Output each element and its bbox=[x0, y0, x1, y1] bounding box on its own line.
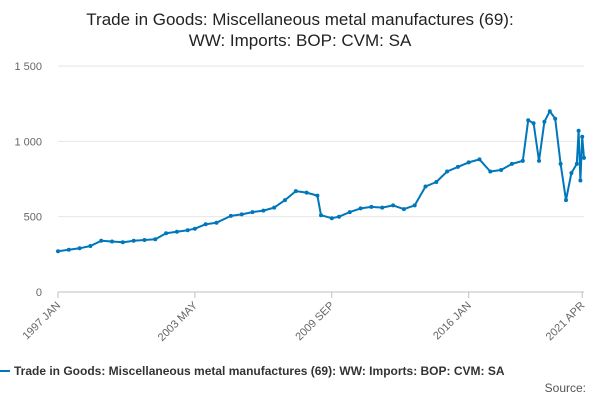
x-tick-label: 2009 SEP bbox=[293, 300, 337, 344]
data-point bbox=[192, 226, 197, 231]
data-point bbox=[537, 158, 541, 163]
data-point bbox=[185, 228, 190, 233]
data-point bbox=[174, 229, 179, 234]
x-tick-label: 2021 APR bbox=[544, 300, 588, 344]
data-point bbox=[466, 160, 471, 165]
data-point bbox=[120, 240, 125, 245]
data-point bbox=[391, 203, 396, 208]
data-point bbox=[558, 161, 563, 166]
data-point bbox=[88, 244, 93, 248]
data-point bbox=[272, 205, 277, 210]
data-point bbox=[329, 216, 334, 221]
data-point bbox=[142, 238, 147, 242]
data-point bbox=[164, 231, 169, 236]
data-point bbox=[553, 116, 558, 121]
data-point bbox=[580, 134, 585, 139]
data-point bbox=[542, 119, 547, 124]
data-point bbox=[110, 239, 114, 244]
data-point bbox=[526, 118, 531, 123]
data-point bbox=[520, 158, 525, 163]
y-tick-label: 0 bbox=[36, 287, 42, 299]
data-point bbox=[434, 180, 439, 184]
data-point bbox=[582, 155, 586, 160]
data-point bbox=[56, 249, 60, 254]
data-point bbox=[499, 168, 504, 172]
data-point bbox=[337, 214, 341, 219]
chart-title-line-1: Trade in Goods: Miscellaneous metal manu… bbox=[86, 10, 514, 29]
data-point bbox=[239, 212, 244, 217]
data-point bbox=[509, 161, 514, 166]
y-tick-label: 500 bbox=[24, 212, 42, 224]
x-tick-label: 2003 MAY bbox=[156, 299, 201, 344]
data-point bbox=[283, 198, 287, 203]
data-point bbox=[319, 213, 323, 218]
data-point bbox=[401, 207, 406, 212]
series-layer bbox=[56, 109, 586, 254]
data-point bbox=[153, 237, 158, 242]
data-point bbox=[315, 193, 320, 198]
data-point bbox=[576, 128, 581, 133]
data-point bbox=[564, 198, 568, 203]
data-point bbox=[578, 178, 583, 183]
data-point bbox=[380, 205, 385, 210]
data-point bbox=[574, 161, 579, 166]
data-point bbox=[488, 169, 493, 174]
data-point bbox=[203, 222, 208, 227]
data-point bbox=[250, 210, 255, 215]
data-point bbox=[569, 171, 574, 175]
data-point bbox=[423, 184, 428, 189]
axis-layer: 0 500 1 000 1 500 1997 JAN 2003 MAY 2009 SEP 20… bbox=[14, 61, 587, 344]
data-point bbox=[547, 109, 552, 114]
data-point bbox=[531, 121, 536, 126]
data-point bbox=[131, 238, 136, 243]
data-point bbox=[77, 246, 82, 251]
data-point bbox=[228, 213, 233, 218]
source-label: Source: bbox=[544, 381, 586, 395]
legend-series-label: Trade in Goods: Miscellaneous metal manu… bbox=[14, 364, 505, 378]
data-point bbox=[304, 190, 309, 195]
y-tick-label: 1 500 bbox=[14, 61, 42, 73]
x-tick-label: 1997 JAN bbox=[20, 300, 63, 343]
legend-series-swatch bbox=[0, 369, 10, 372]
data-point bbox=[412, 203, 417, 208]
data-point bbox=[66, 247, 71, 252]
y-tick-label: 1 000 bbox=[14, 136, 42, 148]
x-tick-label: 2016 JAN bbox=[431, 300, 474, 343]
data-point bbox=[445, 169, 450, 174]
data-point bbox=[214, 220, 219, 225]
legend[interactable]: Trade in Goods: Miscellaneous metal manu… bbox=[0, 364, 505, 378]
series-line bbox=[57, 110, 585, 253]
data-point bbox=[99, 238, 104, 243]
data-point bbox=[369, 204, 374, 209]
chart-title-line-2: WW: Imports: BOP: CVM: SA bbox=[188, 31, 412, 50]
data-point bbox=[477, 157, 482, 162]
grid-layer bbox=[58, 65, 584, 293]
data-point bbox=[261, 208, 266, 213]
data-point bbox=[358, 206, 363, 211]
data-point bbox=[347, 210, 352, 215]
data-point bbox=[455, 164, 460, 169]
data-point bbox=[293, 189, 298, 194]
